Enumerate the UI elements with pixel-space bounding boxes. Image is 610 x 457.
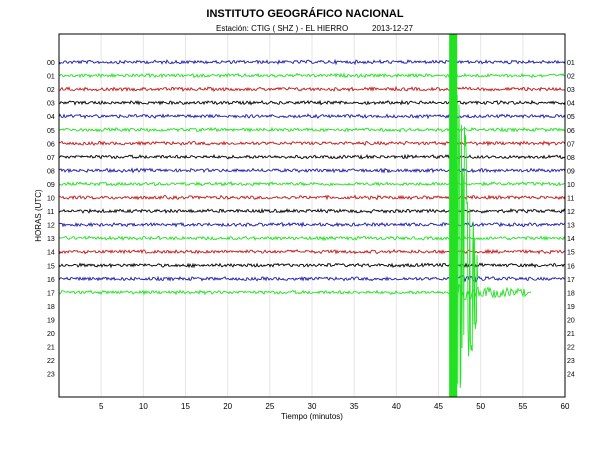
hour-tick-label-left: 08 (47, 168, 55, 175)
hour-tick-label-left: 06 (47, 141, 55, 148)
hour-tick-label-right: 01 (567, 60, 575, 67)
trace-hour-00 (58, 58, 566, 66)
trace-hour-09 (58, 180, 566, 187)
chart-title: INSTITUTO GEOGRÁFICO NACIONAL (206, 8, 404, 20)
x-axis-label: Tiempo (minutos) (281, 412, 343, 421)
plot-frame (58, 33, 566, 398)
trace-hour-13 (58, 235, 566, 242)
hour-tick-label-left: 21 (47, 345, 55, 352)
hour-tick-label-left: 07 (47, 155, 55, 162)
x-tick-label: 30 (308, 402, 317, 411)
hour-tick-label-right: 23 (567, 358, 575, 365)
trace-hour-14 (58, 248, 566, 255)
hour-tick-label-right: 24 (567, 372, 575, 379)
event-tail (456, 95, 479, 388)
hour-tick-label-left: 17 (47, 290, 55, 297)
hour-tick-label-left: 12 (47, 223, 55, 230)
trace-hour-02 (58, 85, 566, 92)
hour-tick-label-left: 10 (47, 196, 55, 203)
trace-hour-12 (58, 221, 566, 228)
x-tick-label: 40 (392, 402, 401, 411)
hour-tick-label-right: 06 (567, 128, 575, 135)
hour-tick-label-right: 22 (567, 345, 575, 352)
hour-tick-label-right: 14 (567, 236, 575, 243)
hour-tick-label-right: 19 (567, 304, 575, 311)
x-tick-label: 10 (139, 402, 148, 411)
trace-hour-11 (58, 207, 566, 214)
x-tick-label: 50 (476, 402, 485, 411)
trace-hour-08 (58, 167, 566, 174)
hour-tick-label-right: 03 (567, 87, 575, 94)
trace-hour-10 (58, 194, 566, 201)
hour-tick-label-left: 04 (47, 114, 55, 121)
hour-tick-label-right: 05 (567, 114, 575, 121)
x-tick-label: 45 (434, 402, 443, 411)
trace-hour-15 (58, 262, 566, 269)
trace-hour-16 (58, 274, 566, 283)
hour-tick-label-left: 23 (47, 372, 55, 379)
hour-tick-label-right: 08 (567, 155, 575, 162)
hour-tick-label-left: 20 (47, 331, 55, 338)
hour-tick-label-left: 22 (47, 358, 55, 365)
hour-tick-label-left: 19 (47, 317, 55, 324)
hour-tick-label-right: 07 (567, 141, 575, 148)
hour-tick-label-right: 13 (567, 223, 575, 230)
hour-tick-label-right: 18 (567, 290, 575, 297)
hour-tick-label-left: 05 (47, 128, 55, 135)
trace-hour-07 (58, 153, 566, 160)
x-tick-label: 60 (561, 402, 570, 411)
seismic-traces (58, 58, 566, 300)
hour-tick-label-right: 21 (567, 331, 575, 338)
hour-tick-label-right: 09 (567, 168, 575, 175)
trace-hour-01 (58, 72, 566, 79)
trace-hour-05 (58, 126, 566, 133)
hour-tick-label-right: 17 (567, 277, 575, 284)
hour-tick-label-left: 15 (47, 263, 55, 270)
y-axis-label: HORAS (UTC) (34, 189, 43, 242)
date-label: 2013-12-27 (372, 24, 413, 33)
trace-hour-06 (58, 140, 566, 147)
x-tick-label: 5 (99, 402, 104, 411)
hour-tick-label-left: 11 (47, 209, 54, 216)
x-tick-label: 15 (181, 402, 190, 411)
hour-tick-label-left: 14 (47, 250, 55, 257)
earthquake-event (449, 34, 479, 397)
hour-tick-label-right: 02 (567, 74, 575, 81)
axis-labels: 00 01 02 03 04 05 06 07 08 09 10 11 12 13 14 15 16 17 18 19… (47, 60, 575, 411)
hour-tick-label-right: 20 (567, 317, 575, 324)
hour-tick-label-left: 13 (47, 236, 55, 243)
hour-tick-label-right: 16 (567, 263, 575, 270)
grid-lines (100, 34, 524, 397)
hour-tick-label-left: 16 (47, 277, 55, 284)
hour-tick-label-right: 10 (567, 182, 575, 189)
hour-tick-label-left: 18 (47, 304, 55, 311)
trace-hour-04 (58, 113, 566, 120)
station-label: Estación: CTIG ( SHZ ) - EL HIERRO (216, 24, 349, 33)
hour-tick-label-right: 04 (567, 101, 575, 108)
x-tick-label: 55 (518, 402, 527, 411)
hour-tick-label-right: 11 (567, 196, 574, 203)
hour-tick-label-right: 12 (567, 209, 575, 216)
x-tick-label: 35 (350, 402, 359, 411)
hour-tick-label-left: 00 (47, 60, 55, 67)
hour-tick-label-left: 01 (47, 74, 55, 81)
event-saturation-band (449, 34, 458, 397)
trace-hour-03 (58, 99, 566, 106)
hour-tick-label-left: 03 (47, 101, 55, 108)
x-tick-label: 25 (265, 402, 274, 411)
hour-tick-label-left: 09 (47, 182, 55, 189)
hour-tick-label-left: 02 (47, 87, 55, 94)
hour-tick-label-right: 15 (567, 250, 575, 257)
x-tick-label: 20 (223, 402, 232, 411)
